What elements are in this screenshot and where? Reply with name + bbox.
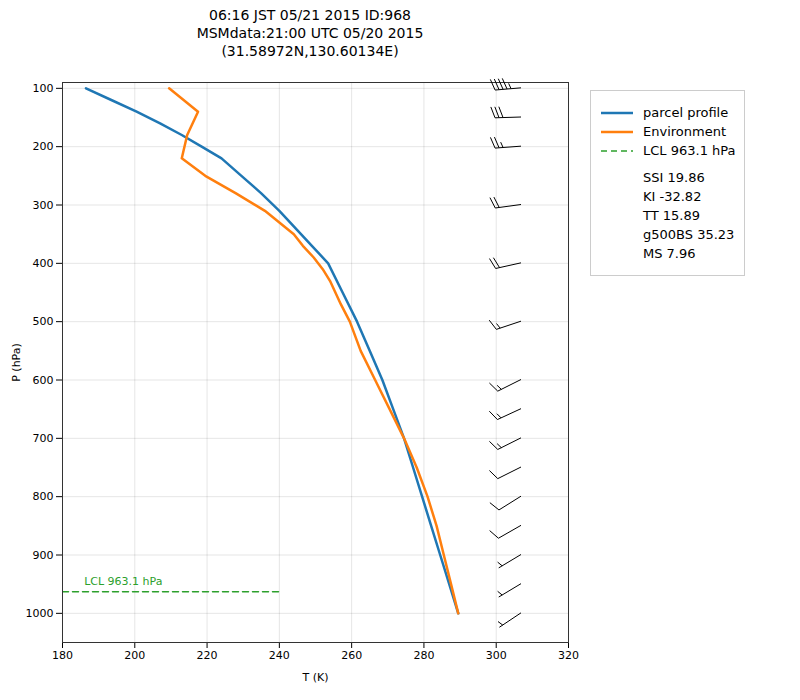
html-text:MS 7.96: MS 7.96 [643,246,696,261]
svg-text:100: 100 [33,82,54,95]
svg-text:700: 700 [33,432,54,445]
html-text:parcel profile: parcel profile [643,105,729,120]
svg-text:600: 600 [33,374,54,387]
svg-text:300: 300 [33,199,54,212]
svg-text:1000: 1000 [26,607,54,620]
svg-text:200: 200 [33,140,54,153]
html-text:SSI 19.86: SSI 19.86 [643,170,705,185]
svg-text:200: 200 [124,649,145,662]
svg-text:800: 800 [33,490,54,503]
html-text:06:16 JST 05/21 2015 ID:968 MS: 06:16 JST 05/21 2015 ID:968 MSMdata:21:0… [196,7,424,59]
html-text:KI -32.82: KI -32.82 [643,189,702,204]
svg-text:LCL 963.1 hPa: LCL 963.1 hPa [84,575,162,588]
svg-text:260: 260 [341,649,362,662]
html-text:LCL 963.1 hPa: LCL 963.1 hPa [643,143,736,158]
html-text:TT 15.89: TT 15.89 [643,208,700,223]
svg-text:500: 500 [33,315,54,328]
html-text:Environment: Environment [643,124,726,139]
svg-text:180: 180 [52,649,73,662]
html-text:g500BS 35.23: g500BS 35.23 [643,227,735,242]
svg-text:900: 900 [33,549,54,562]
svg-text:240: 240 [269,649,290,662]
svg-text:280: 280 [413,649,434,662]
svg-text:220: 220 [197,649,218,662]
svg-text:320: 320 [558,649,579,662]
svg-text:300: 300 [486,649,507,662]
svg-text:P (hPa): P (hPa) [10,343,23,382]
svg-text:400: 400 [33,257,54,270]
svg-text:T (K): T (K) [301,671,328,684]
